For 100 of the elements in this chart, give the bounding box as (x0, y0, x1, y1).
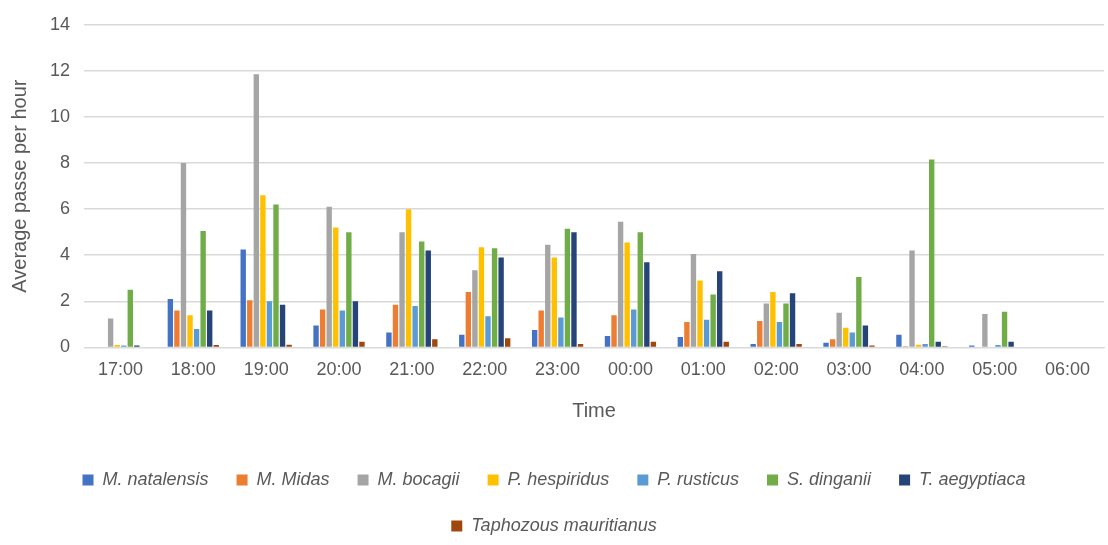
bar (624, 242, 630, 347)
bar (551, 257, 557, 347)
bar (796, 343, 802, 347)
bar (823, 342, 829, 347)
legend-label: Taphozous mauritianus (471, 515, 657, 535)
bar (326, 206, 332, 347)
legend-label: S. dinganii (787, 469, 873, 489)
bar (849, 332, 855, 347)
bar (359, 341, 365, 347)
bar (829, 339, 836, 347)
x-axis-title: Time (572, 398, 616, 421)
bar (915, 344, 922, 347)
x-tick-label: 20:00 (316, 359, 362, 380)
y-tick-label: 0 (60, 336, 71, 357)
bar (419, 241, 425, 347)
x-tick-label: 04:00 (899, 359, 945, 380)
x-tick-label: 06:00 (1045, 359, 1091, 380)
bar (637, 232, 643, 347)
bar (504, 338, 511, 347)
x-tick-label: 01:00 (680, 359, 726, 380)
bar (333, 227, 339, 347)
bar (107, 318, 114, 347)
bar (498, 257, 504, 347)
bar (207, 310, 213, 347)
bar (405, 209, 412, 347)
y-axis-title: Average passe per hour (7, 79, 30, 293)
bar (617, 221, 624, 347)
bar (677, 337, 684, 347)
bar (465, 292, 472, 347)
bar (253, 74, 260, 347)
bar (313, 325, 319, 347)
bar (174, 310, 180, 347)
bar (710, 294, 716, 347)
bar (459, 334, 465, 347)
x-tick-label: 22:00 (462, 359, 508, 380)
y-tick-label: 12 (49, 59, 71, 80)
bar (339, 310, 345, 347)
bar (862, 325, 869, 347)
bar (485, 316, 491, 347)
bar (425, 250, 431, 347)
bar (644, 262, 650, 347)
x-tick-label: 18:00 (170, 359, 216, 380)
bar (127, 289, 133, 347)
x-tick-label: 19:00 (243, 359, 289, 380)
legend-label: T. aegyptiaca (919, 469, 1026, 489)
bar (723, 341, 729, 347)
bar (703, 319, 710, 347)
bar (432, 339, 438, 347)
bar (564, 228, 571, 347)
bar (577, 343, 584, 347)
x-tick-label: 17:00 (97, 359, 143, 380)
bar (286, 344, 292, 347)
bar (478, 247, 485, 347)
y-tick-label: 6 (60, 198, 71, 219)
y-tick-label: 8 (60, 152, 71, 173)
x-tick-label: 05:00 (972, 359, 1018, 380)
bar (896, 334, 902, 347)
bar (631, 309, 637, 347)
x-tick-label: 02:00 (753, 359, 799, 380)
bar (558, 317, 564, 347)
bar (247, 300, 253, 347)
x-tick-label: 00:00 (607, 359, 653, 380)
bar (604, 335, 611, 347)
bar (770, 292, 776, 347)
bar (319, 309, 326, 347)
legend-label: P. hespiridus (507, 469, 610, 489)
bar (935, 341, 941, 347)
bar (472, 270, 478, 347)
legend-label: M. bocagii (377, 469, 461, 489)
bar (922, 343, 928, 347)
bar (240, 249, 246, 347)
bar (929, 159, 935, 347)
bar (611, 315, 617, 347)
bar (1001, 311, 1008, 347)
bar (776, 322, 783, 347)
y-tick-label: 14 (49, 13, 71, 34)
bar (1008, 341, 1014, 347)
bar (856, 277, 862, 347)
bar (187, 315, 193, 347)
x-tick-label: 03:00 (826, 359, 872, 380)
bar (167, 299, 174, 347)
bar (982, 313, 988, 347)
bar (491, 248, 498, 347)
bar (392, 304, 399, 347)
bar (697, 280, 703, 347)
legend-label: M. Midas (256, 469, 330, 489)
bar (783, 303, 789, 347)
bar (180, 163, 187, 347)
y-tick-label: 2 (60, 290, 71, 311)
x-tick-label: 23:00 (535, 359, 581, 380)
y-tick-label: 4 (60, 244, 71, 265)
bar (279, 304, 286, 347)
bar (273, 204, 279, 347)
bar (545, 244, 551, 347)
bar (346, 232, 352, 347)
legend-label: P. rusticus (657, 469, 740, 489)
bar (531, 330, 538, 347)
bar (266, 301, 273, 347)
bar (260, 195, 266, 347)
legend-label: M. natalensis (102, 469, 209, 489)
